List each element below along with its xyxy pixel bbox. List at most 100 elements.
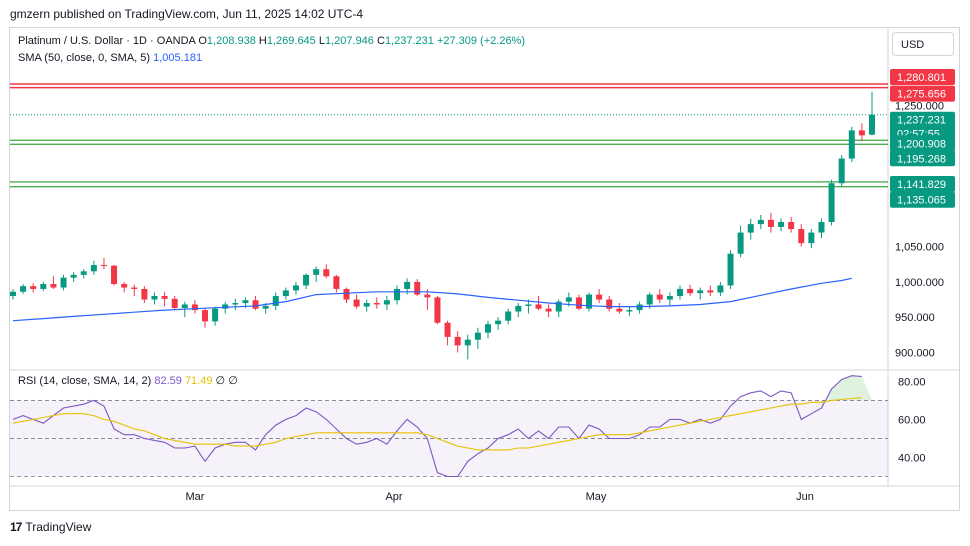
change-value: +27.309 (+2.26%) xyxy=(436,35,526,47)
candle-body xyxy=(434,297,441,323)
candle-body xyxy=(292,285,299,291)
price-tag-bg xyxy=(890,150,955,167)
price-tag-bg xyxy=(890,135,955,152)
price-tick-label: 1,000.000 xyxy=(895,277,944,289)
candle-body xyxy=(242,300,249,304)
sma-line xyxy=(12,277,852,322)
candle-body xyxy=(676,288,683,296)
candle-body xyxy=(697,290,704,294)
price-tag: 1,200.908 xyxy=(890,135,955,152)
price-tag-label: 1,275.656 xyxy=(897,89,946,101)
candle-body xyxy=(767,219,774,227)
candle-body xyxy=(383,300,390,305)
sma-value: 1,005.181 xyxy=(153,52,203,64)
candle-body xyxy=(636,304,643,311)
price-tick-label: 900.000 xyxy=(895,347,935,359)
price-tag-bg xyxy=(890,111,955,142)
high-label: H xyxy=(258,35,267,47)
time-tick-label: May xyxy=(586,491,607,503)
price-tag-label: 1,141.829 xyxy=(897,179,946,191)
candle-body xyxy=(414,281,421,295)
brand-name: TradingView xyxy=(25,520,92,534)
chart-frame[interactable] xyxy=(9,27,960,511)
rsi-sma-value: 71.49 xyxy=(184,375,213,387)
rsi-band xyxy=(10,400,888,477)
currency-button[interactable]: USD xyxy=(892,32,954,56)
candle-body xyxy=(798,229,805,244)
close-label: C xyxy=(376,35,385,47)
candle-body xyxy=(747,224,754,233)
candle-body xyxy=(858,130,865,136)
price-tick-label: 1,250.000 xyxy=(895,101,944,113)
candle-body xyxy=(515,305,522,312)
candle-body xyxy=(626,310,633,312)
candle-body xyxy=(151,296,158,300)
rsi-tick-label: 60.00 xyxy=(898,414,926,426)
candle-body xyxy=(30,286,37,289)
candle-body xyxy=(575,297,582,309)
candle-body xyxy=(565,297,572,302)
candle-body xyxy=(495,320,502,325)
candle-body xyxy=(656,294,663,300)
candle-body xyxy=(707,290,714,293)
candle-body xyxy=(404,281,411,289)
rsi-label: RSI (14, close, SMA, 14, 2) xyxy=(18,375,152,387)
rsi-pane xyxy=(10,375,888,478)
price-tag: 1,280.801 xyxy=(890,69,955,86)
candle-body xyxy=(353,299,360,307)
candle-body xyxy=(80,271,87,275)
price-tag-label: 1,200.908 xyxy=(897,138,946,150)
sma-label: SMA (50, close, 0, SMA, 5) xyxy=(18,52,151,64)
candle-body xyxy=(474,332,481,340)
candle-body xyxy=(313,269,320,275)
candle-body xyxy=(444,322,451,337)
candle-body xyxy=(212,308,219,322)
price-tick-label: 1,050.000 xyxy=(895,242,944,254)
rsi-legend[interactable]: RSI (14, close, SMA, 14, 2) 82.59 71.49 … xyxy=(18,374,238,387)
sma-legend[interactable]: SMA (50, close, 0, SMA, 5) 1,005.181 xyxy=(18,52,202,64)
price-tag-label: 1,195.268 xyxy=(897,153,946,165)
candle-body xyxy=(181,304,188,308)
rsi-tick-label: 40.00 xyxy=(898,452,926,464)
candle-body xyxy=(737,232,744,254)
time-tick-label: Mar xyxy=(186,491,205,503)
rsi-divergence-1: ∅ xyxy=(215,375,226,387)
footer-brand[interactable]: 17 TradingView xyxy=(10,520,91,534)
candle-body xyxy=(464,339,471,346)
price-tag-label: 1,135.065 xyxy=(897,195,946,207)
candle-body xyxy=(222,304,229,309)
candle-body xyxy=(60,277,67,288)
price-tag: 1,275.656 xyxy=(890,85,955,102)
candle-body xyxy=(20,286,27,292)
published-caption: gmzern published on TradingView.com, Jun… xyxy=(10,7,364,21)
open-value: 1,208.938 xyxy=(206,35,256,47)
candle-body xyxy=(40,284,47,289)
low-value: 1,207.946 xyxy=(324,35,374,47)
candle-body xyxy=(818,222,825,233)
rsi-tick-label: 80.00 xyxy=(898,376,926,388)
candle-body xyxy=(141,288,148,300)
high-value: 1,269.645 xyxy=(266,35,316,47)
symbol-name: Platinum / U.S. Dollar · 1D · OANDA xyxy=(18,35,196,47)
candle-body xyxy=(232,303,239,305)
candle-body xyxy=(838,158,845,184)
candle-body xyxy=(10,291,16,296)
price-tag-bg xyxy=(890,175,955,192)
open-label: O xyxy=(198,35,207,47)
candle-body xyxy=(596,294,603,300)
time-tick-label: Jun xyxy=(796,491,814,503)
rsi-sma-line xyxy=(12,397,862,451)
candle-body xyxy=(252,300,259,309)
price-tag: 1,135.065 xyxy=(890,191,955,208)
rsi-line xyxy=(12,375,862,478)
candle-body xyxy=(272,296,279,306)
time-tick-label: Apr xyxy=(385,491,402,503)
candle-body xyxy=(727,253,734,286)
candle-body xyxy=(111,265,118,285)
candle-body xyxy=(535,304,542,309)
candle-body xyxy=(454,336,461,346)
symbol-legend: Platinum / U.S. Dollar · 1D · OANDA O1,2… xyxy=(18,35,525,47)
candle-body xyxy=(121,284,128,288)
price-tag-bg xyxy=(890,69,955,86)
